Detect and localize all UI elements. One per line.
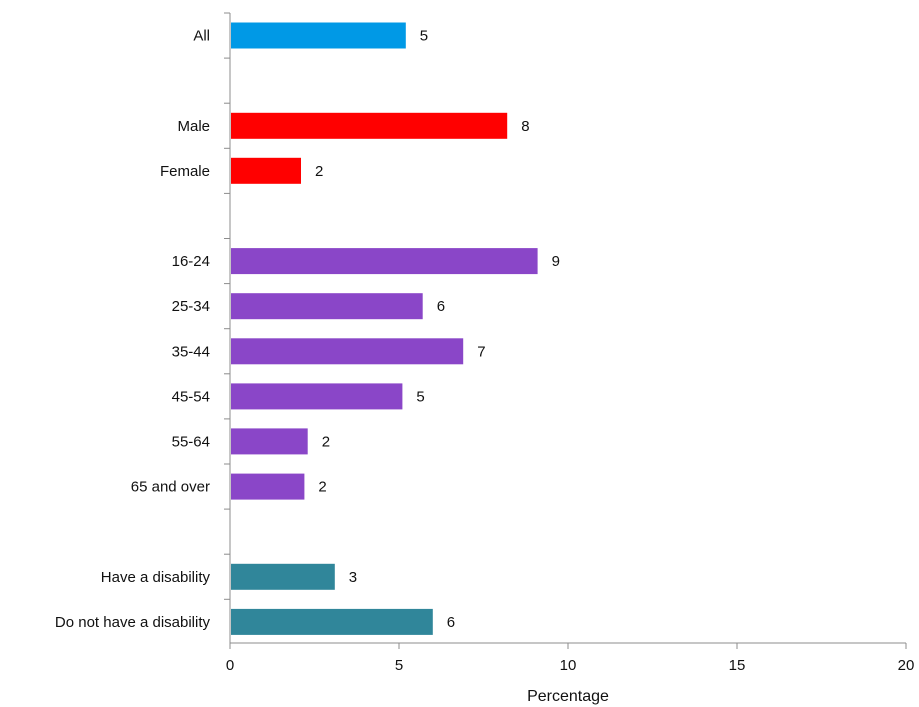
bar-female — [231, 157, 301, 184]
category-label: Female — [160, 163, 210, 180]
category-label: Have a disability — [101, 569, 211, 586]
data-label: 7 — [477, 343, 485, 360]
x-tick-label: 20 — [898, 657, 915, 674]
category-label: Do not have a disability — [55, 614, 211, 631]
bar-all — [231, 22, 406, 49]
data-label: 2 — [318, 479, 326, 496]
bar-55-64 — [231, 428, 308, 455]
x-tick-label: 10 — [560, 657, 577, 674]
bar-do-not-have-a-disability — [231, 608, 433, 635]
category-label: All — [193, 28, 210, 45]
category-label: 25-34 — [172, 298, 210, 315]
axes-layer: All 5 Male 8 Female 2 16-24 9 25-34 6 35-44 7 45-54 5… — [55, 12, 915, 674]
bar-45-54 — [231, 383, 403, 410]
data-label: 2 — [322, 433, 330, 450]
x-tick-label: 0 — [226, 657, 234, 674]
category-label: 55-64 — [172, 433, 210, 450]
category-label: 45-54 — [172, 388, 210, 405]
bar-have-a-disability — [231, 563, 335, 590]
data-label: 9 — [552, 253, 560, 270]
data-label: 6 — [437, 298, 445, 315]
category-label: Male — [177, 118, 210, 135]
data-label: 6 — [447, 614, 455, 631]
x-axis-title: Percentage — [527, 688, 609, 705]
x-tick-label: 5 — [395, 657, 403, 674]
category-label: 35-44 — [172, 343, 210, 360]
bars-layer — [231, 22, 538, 635]
category-label: 16-24 — [172, 253, 210, 270]
bar-16-24 — [231, 248, 538, 275]
bar-male — [231, 112, 508, 139]
data-label: 2 — [315, 163, 323, 180]
bar-65-and-over — [231, 473, 305, 500]
x-tick-label: 15 — [729, 657, 746, 674]
data-label: 3 — [349, 569, 357, 586]
data-label: 5 — [416, 388, 424, 405]
category-label: 65 and over — [131, 479, 210, 496]
bar-35-44 — [231, 338, 464, 365]
bar-25-34 — [231, 293, 423, 320]
data-label: 8 — [521, 118, 529, 135]
data-label: 5 — [420, 28, 428, 45]
